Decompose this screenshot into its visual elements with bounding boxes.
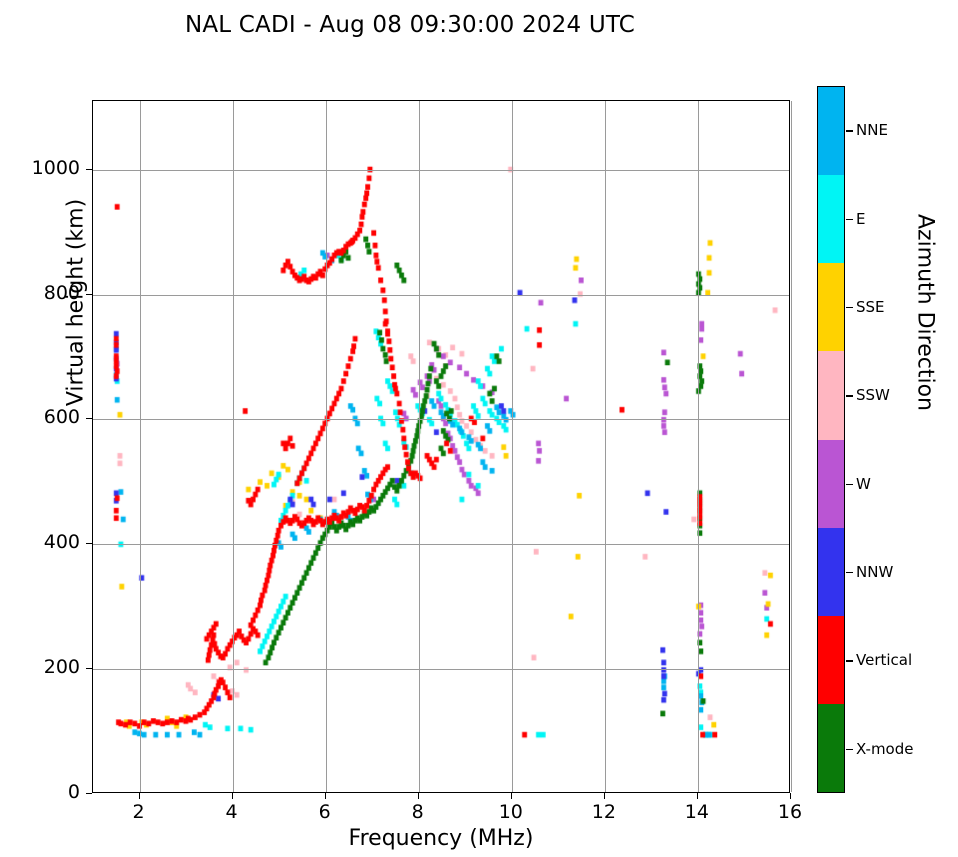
y-axis-tick-label: 800	[43, 281, 80, 304]
gridline-horizontal	[93, 169, 789, 171]
x-axis-tick	[324, 793, 326, 799]
colorbar-tick	[846, 483, 853, 486]
x-axis-tick-label: 2	[132, 801, 145, 823]
colorbar-tick	[846, 572, 853, 574]
colorbar-label-nnw: NNW	[856, 563, 894, 582]
y-axis-tick	[86, 418, 92, 420]
page-title: NAL CADI - Aug 08 09:30:00 2024 UTC	[184, 12, 636, 38]
colorbar-label-e: E	[856, 209, 866, 228]
y-axis-tick-label: 400	[43, 531, 80, 554]
y-axis-tick	[86, 668, 92, 670]
colorbar-tick	[846, 306, 853, 309]
gridline-vertical	[139, 101, 141, 792]
colorbar-label-w: W	[856, 474, 871, 493]
colorbar-segment-sse	[818, 263, 844, 352]
azimuth-colorbar	[817, 86, 845, 793]
y-axis-tick	[86, 793, 92, 794]
y-axis-tick	[86, 293, 92, 295]
colorbar-label-x-mode: X-mode	[856, 739, 914, 758]
gridline-vertical	[418, 101, 420, 792]
x-axis-tick-label: 14	[684, 801, 709, 823]
gridline-vertical	[697, 101, 699, 792]
colorbar-label-vertical: Vertical	[856, 651, 913, 670]
colorbar-label-sse: SSE	[856, 297, 885, 316]
gridline-horizontal	[93, 419, 789, 421]
colorbar-tick	[846, 395, 853, 397]
x-axis-tick-label: 16	[777, 801, 803, 823]
gridline-horizontal	[93, 669, 789, 671]
x-axis-tick-label: 8	[411, 801, 424, 823]
x-axis-tick-label: 12	[591, 801, 616, 823]
colorbar-label-ssw: SSW	[856, 386, 890, 405]
colorbar-label-nne: NNE	[856, 121, 888, 140]
colorbar-tick	[846, 748, 853, 751]
x-axis-tick-label: 6	[318, 801, 331, 823]
gridline-vertical	[604, 101, 606, 792]
colorbar-segment-nne	[818, 87, 844, 176]
y-axis-tick	[86, 543, 92, 545]
x-axis-tick-label: 4	[225, 801, 238, 823]
y-axis-tick-label: 200	[43, 656, 80, 679]
x-axis-tick	[138, 793, 140, 799]
colorbar-tick	[846, 660, 853, 662]
x-axis-tick	[231, 793, 233, 799]
x-axis-tick	[417, 793, 419, 799]
gridline-horizontal	[93, 544, 789, 546]
gridline-vertical	[791, 101, 792, 792]
colorbar-segment-ssw	[818, 351, 844, 440]
x-axis-tick	[696, 793, 698, 799]
colorbar-segment-x-mode	[818, 703, 844, 792]
gridline-vertical	[232, 101, 234, 792]
colorbar-tick	[846, 218, 853, 220]
x-axis-title: Frequency (MHz)	[348, 826, 534, 851]
gridline-vertical	[325, 101, 327, 792]
ionogram-scatter-canvas	[93, 101, 789, 792]
ionogram-plot-area	[92, 100, 792, 793]
x-axis-tick-label: 10	[498, 801, 523, 823]
gridline-vertical	[511, 101, 513, 792]
y-axis-tick-label: 0	[67, 781, 80, 803]
y-axis-tick-label: 600	[43, 406, 80, 429]
y-axis-tick	[86, 168, 92, 170]
colorbar-tick	[846, 130, 853, 132]
gridline-horizontal	[93, 294, 789, 296]
x-axis-tick	[790, 793, 791, 799]
colorbar-segment-vertical	[818, 615, 844, 704]
x-axis-tick	[510, 793, 512, 799]
colorbar-segment-nnw	[818, 527, 844, 616]
colorbar-segment-w	[818, 439, 844, 528]
colorbar-title: Azimuth Direction	[912, 213, 938, 412]
y-axis-tick-label: 1000	[31, 156, 80, 179]
colorbar-segment-e	[818, 175, 844, 264]
x-axis-tick	[603, 793, 605, 799]
